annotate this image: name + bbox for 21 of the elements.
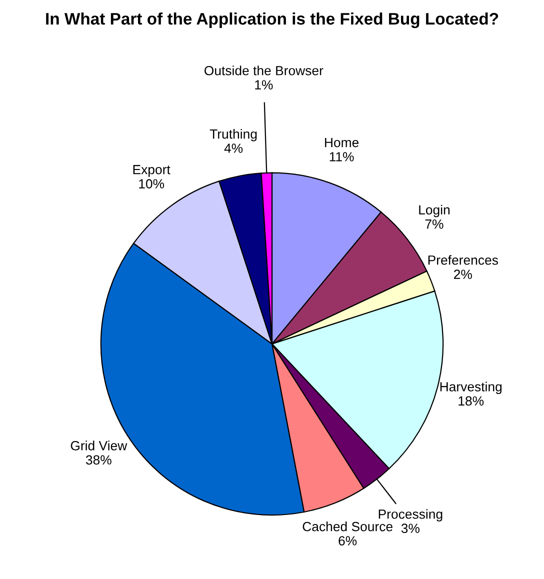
slice-label: Login	[419, 204, 450, 218]
data-label: 7%	[425, 219, 444, 229]
slice-label: Home	[325, 138, 359, 148]
data-label: 1%	[255, 80, 273, 90]
data-label: 6%	[338, 536, 357, 546]
data-label: 4%	[224, 144, 243, 153]
slice-label: Cached Source	[302, 522, 392, 532]
data-label: 18%	[458, 396, 484, 406]
chart-title: In What Part of the Application is the Fixed Bug Located?	[46, 12, 498, 28]
data-label: 38%	[86, 455, 112, 465]
slice-label: Export	[133, 165, 170, 177]
data-label: 3%	[401, 524, 420, 534]
slice-label: Processing	[378, 509, 442, 522]
slice-label: Preferences	[428, 255, 498, 265]
data-label: 2%	[454, 270, 472, 279]
data-label: 11%	[330, 152, 354, 162]
slice-label: Outside the Browser	[204, 66, 324, 76]
slice-label: Grid View	[70, 440, 128, 450]
slice-label: Truthing	[210, 129, 257, 142]
data-label: 10%	[139, 179, 164, 188]
slice-label: Harvesting	[440, 382, 502, 394]
